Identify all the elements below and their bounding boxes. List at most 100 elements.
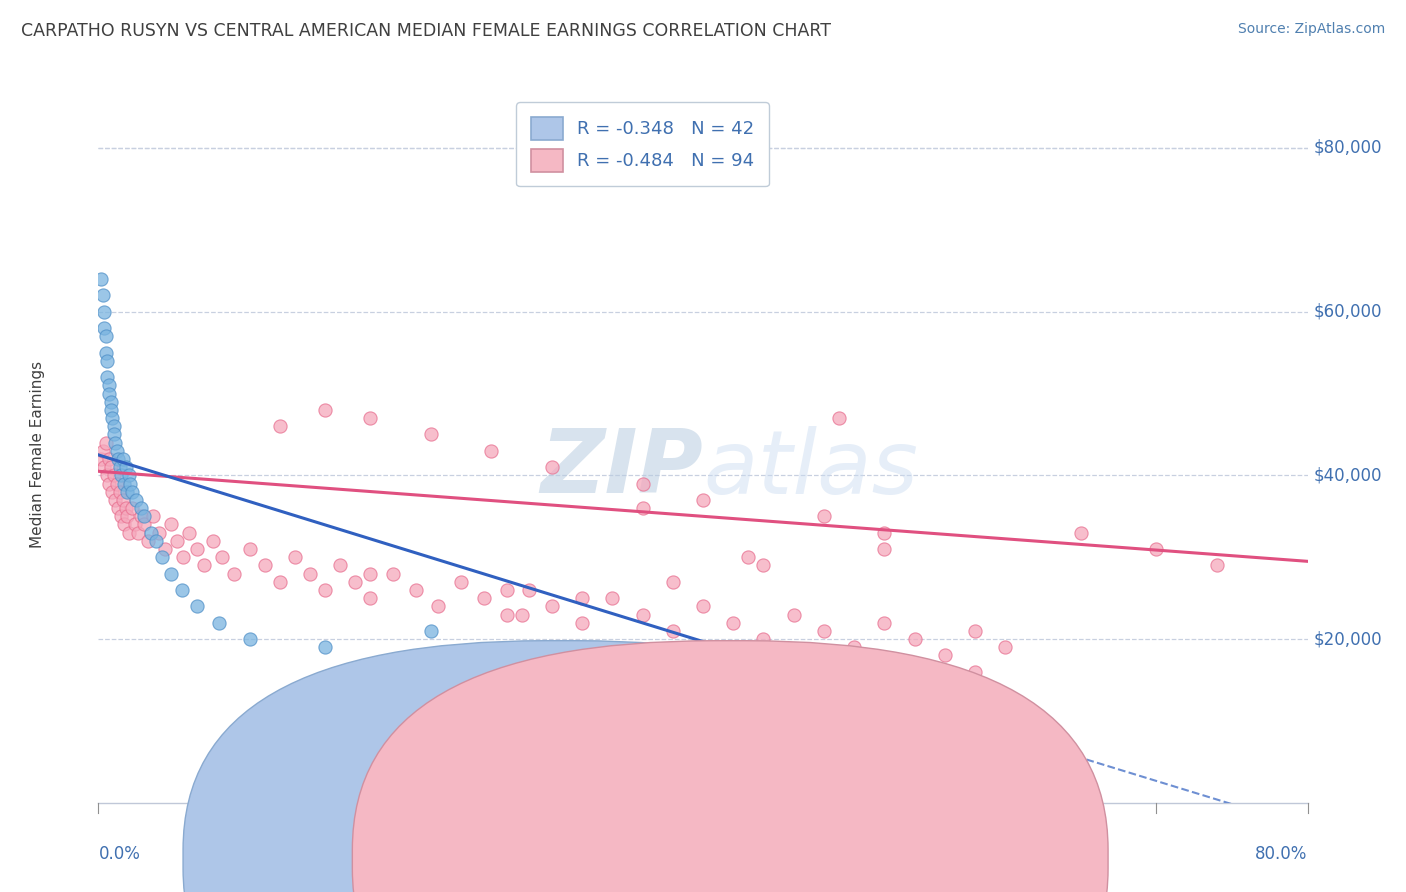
Text: $60,000: $60,000 — [1313, 302, 1382, 321]
FancyBboxPatch shape — [353, 640, 1108, 892]
Point — [965, 665, 987, 679]
Point — [118, 468, 141, 483]
Point — [111, 492, 134, 507]
Point — [495, 582, 517, 597]
Point — [344, 574, 367, 589]
Point — [419, 624, 441, 638]
Point — [571, 698, 593, 712]
Point — [166, 533, 188, 548]
Text: 0.0%: 0.0% — [98, 845, 141, 863]
Point — [360, 566, 382, 581]
Text: $40,000: $40,000 — [1313, 467, 1382, 484]
Point — [145, 533, 167, 548]
Point — [136, 533, 159, 548]
Point — [193, 558, 215, 573]
Point — [284, 550, 307, 565]
Point — [98, 452, 121, 467]
Point — [540, 460, 562, 475]
Point — [141, 525, 163, 540]
Point — [121, 501, 143, 516]
Point — [239, 542, 262, 557]
Point — [100, 403, 122, 417]
Point — [108, 484, 131, 499]
Point — [105, 443, 128, 458]
Text: Carpatho Rusyns: Carpatho Rusyns — [588, 851, 728, 869]
Point — [965, 624, 987, 638]
Point — [111, 452, 134, 467]
Text: Central Americans: Central Americans — [758, 851, 911, 869]
Point — [94, 345, 117, 359]
Point — [107, 452, 129, 467]
Point — [419, 427, 441, 442]
Point — [94, 329, 117, 343]
Point — [108, 460, 131, 475]
Point — [98, 476, 121, 491]
Point — [104, 435, 127, 450]
Point — [224, 566, 246, 581]
Point — [98, 378, 121, 392]
Point — [94, 435, 117, 450]
Point — [132, 517, 155, 532]
Point — [721, 615, 744, 630]
Point — [110, 468, 132, 483]
Point — [208, 615, 231, 630]
Point — [813, 509, 835, 524]
Point — [120, 476, 142, 491]
Point — [127, 525, 149, 540]
Point — [170, 582, 193, 597]
Point — [150, 550, 173, 565]
Point — [828, 411, 851, 425]
Point — [105, 476, 128, 491]
Point — [90, 452, 112, 467]
Point — [239, 632, 262, 646]
Point — [114, 460, 136, 475]
Point — [782, 607, 804, 622]
Point — [692, 599, 714, 614]
Point — [148, 525, 170, 540]
Point — [96, 370, 118, 384]
Point — [129, 509, 152, 524]
Point — [904, 632, 927, 646]
Point — [844, 640, 866, 655]
Point — [112, 476, 135, 491]
Point — [96, 353, 118, 368]
Point — [172, 550, 194, 565]
Point — [1206, 558, 1229, 573]
Point — [124, 517, 146, 532]
Legend: R = -0.348   N = 42, R = -0.484   N = 94: R = -0.348 N = 42, R = -0.484 N = 94 — [516, 103, 769, 186]
Point — [125, 492, 148, 507]
Point — [768, 739, 790, 753]
Point — [186, 542, 208, 557]
Point — [110, 509, 132, 524]
Point — [103, 419, 125, 434]
Point — [101, 484, 124, 499]
Point — [93, 460, 115, 475]
Point — [752, 632, 775, 646]
Point — [360, 411, 382, 425]
Text: ZIP: ZIP — [540, 425, 703, 512]
Point — [631, 607, 654, 622]
Point — [98, 386, 121, 401]
Text: Median Female Earnings: Median Female Earnings — [31, 361, 45, 549]
Point — [299, 566, 322, 581]
Point — [481, 443, 503, 458]
Point — [405, 582, 427, 597]
Point — [91, 443, 114, 458]
Point — [93, 321, 115, 335]
Point — [314, 403, 336, 417]
Point — [160, 517, 183, 532]
Point — [571, 591, 593, 606]
Point — [202, 533, 225, 548]
Point — [510, 607, 533, 622]
Point — [737, 550, 759, 565]
Point — [472, 591, 495, 606]
Text: $20,000: $20,000 — [1313, 630, 1382, 648]
Text: CARPATHO RUSYN VS CENTRAL AMERICAN MEDIAN FEMALE EARNINGS CORRELATION CHART: CARPATHO RUSYN VS CENTRAL AMERICAN MEDIA… — [21, 22, 831, 40]
Point — [661, 624, 683, 638]
Point — [752, 558, 775, 573]
Point — [427, 599, 450, 614]
Text: atlas: atlas — [703, 425, 918, 512]
Point — [382, 566, 405, 581]
Point — [269, 574, 291, 589]
Point — [91, 288, 114, 302]
